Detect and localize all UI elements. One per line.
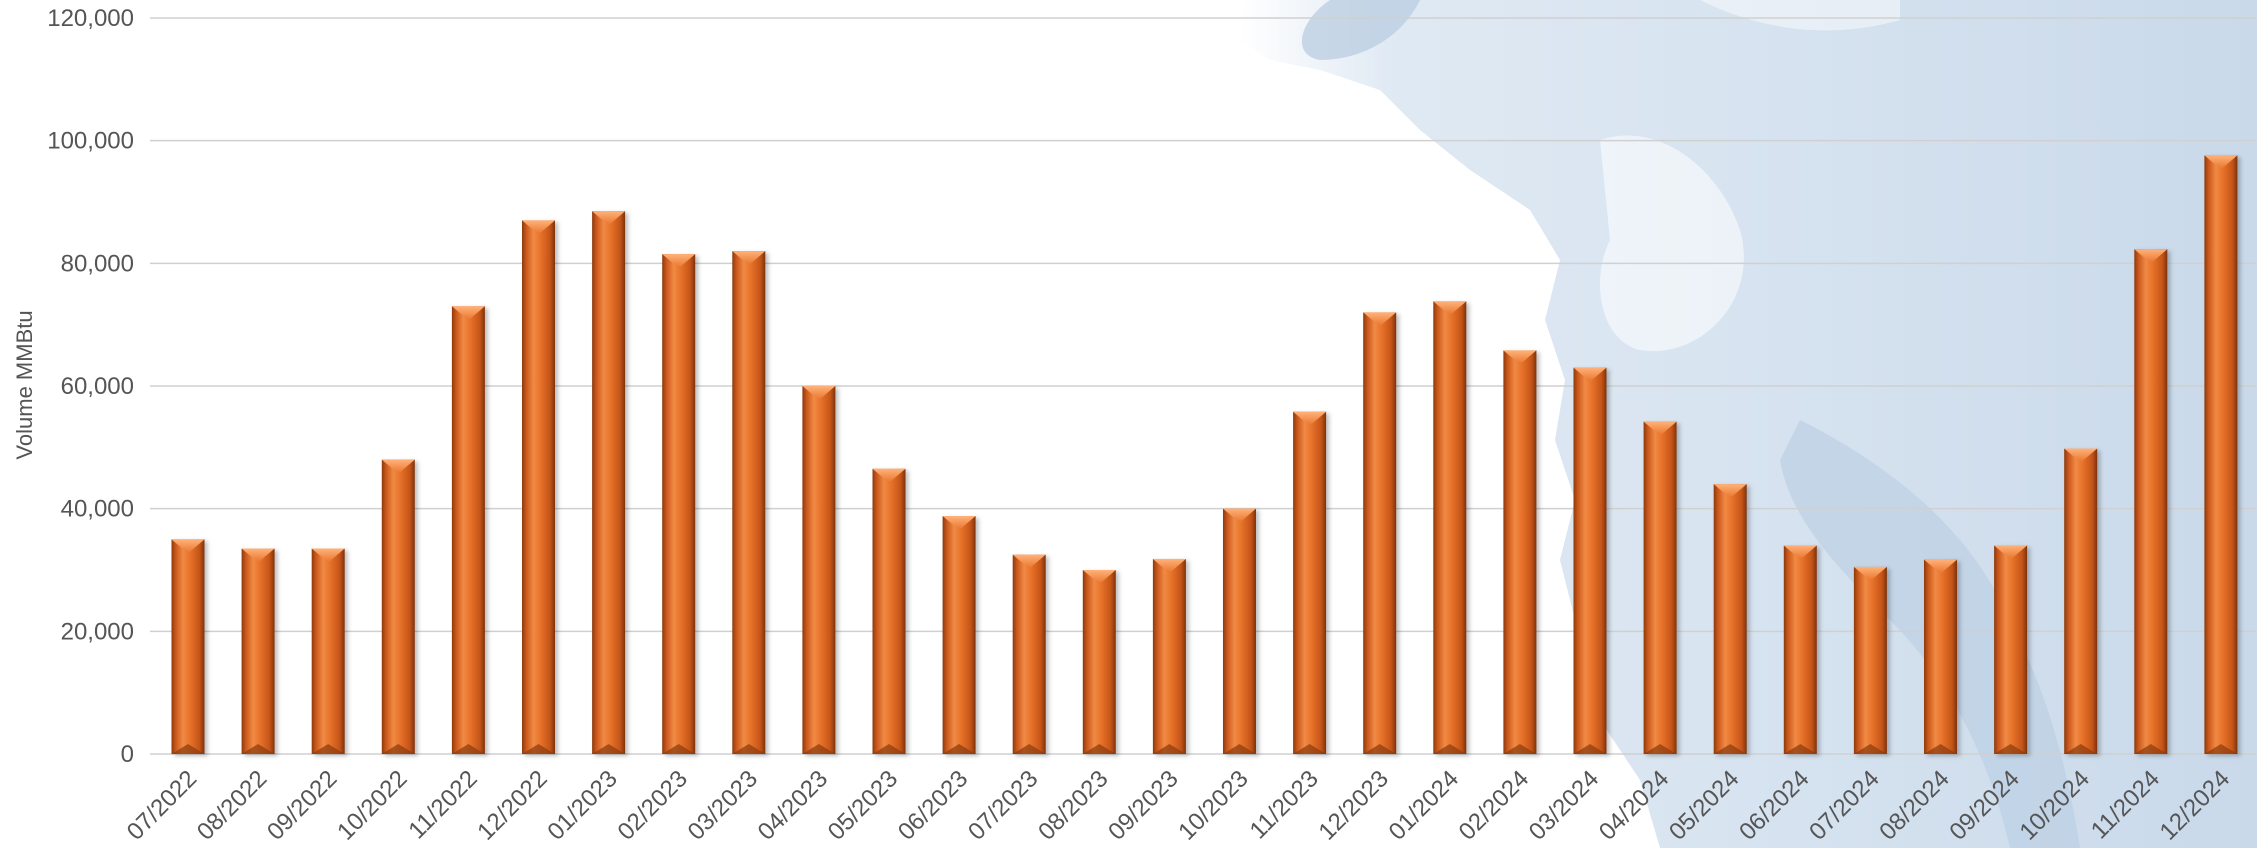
bar-body xyxy=(592,211,625,754)
bar-body xyxy=(1153,559,1186,754)
bar-body xyxy=(2134,249,2167,754)
x-tick-label: 10/2022 xyxy=(332,765,412,845)
x-tick-label: 07/2023 xyxy=(963,765,1043,845)
bar xyxy=(1433,301,1466,754)
bar xyxy=(1854,567,1887,754)
x-tick-label: 12/2022 xyxy=(472,765,552,845)
x-tick-label: 01/2024 xyxy=(1384,765,1464,845)
y-axis-title: Volume MMBtu xyxy=(12,310,37,459)
bar-body xyxy=(1013,555,1046,754)
x-tick-label: 08/2023 xyxy=(1033,765,1113,845)
y-tick-label: 100,000 xyxy=(47,128,134,155)
bar xyxy=(802,386,835,754)
bar-body xyxy=(242,549,275,754)
x-tick-label: 09/2023 xyxy=(1103,765,1183,845)
bar xyxy=(1714,484,1747,754)
y-tick-label: 120,000 xyxy=(47,5,134,32)
bar xyxy=(1013,555,1046,754)
bar-body xyxy=(732,251,765,754)
bar-body xyxy=(1363,312,1396,754)
bar xyxy=(312,549,345,754)
x-tick-label: 01/2023 xyxy=(542,765,622,845)
bar xyxy=(1363,312,1396,754)
bar xyxy=(1503,350,1536,754)
bar xyxy=(1924,560,1957,754)
bar-body xyxy=(1994,545,2027,754)
bar xyxy=(1644,422,1677,754)
bar xyxy=(592,211,625,754)
bar-body xyxy=(172,539,205,754)
bar xyxy=(1083,570,1116,754)
y-tick-label: 40,000 xyxy=(61,496,134,523)
bar xyxy=(732,251,765,754)
bar xyxy=(943,516,976,754)
bar-body xyxy=(1714,484,1747,754)
bar-body xyxy=(1924,560,1957,754)
x-tick-label: 11/2023 xyxy=(1245,765,1324,844)
x-tick-label: 11/2022 xyxy=(403,765,482,844)
y-tick-label: 80,000 xyxy=(61,250,134,277)
x-tick-label: 12/2023 xyxy=(1313,765,1393,845)
x-tick-label: 08/2022 xyxy=(192,765,272,845)
x-tick-label: 06/2023 xyxy=(893,765,973,845)
bar-body xyxy=(802,386,835,754)
bar xyxy=(172,539,205,754)
bar-body xyxy=(1574,368,1607,754)
bar-body xyxy=(873,469,906,754)
bar-body xyxy=(1293,412,1326,754)
x-tick-label: 03/2023 xyxy=(683,765,763,845)
x-tick-label: 03/2024 xyxy=(1524,765,1604,845)
bar xyxy=(2134,249,2167,754)
bar-body xyxy=(1784,545,1817,754)
bar xyxy=(662,254,695,754)
bar xyxy=(242,549,275,754)
bar xyxy=(452,306,485,754)
x-tick-label: 09/2022 xyxy=(262,765,342,845)
bar-body xyxy=(452,306,485,754)
bar-body xyxy=(1433,301,1466,754)
x-tick-label: 02/2023 xyxy=(612,765,692,845)
bar xyxy=(1223,509,1256,754)
bar-body xyxy=(943,516,976,754)
bar-body xyxy=(522,220,555,754)
bar-body xyxy=(1223,509,1256,754)
y-axis-tick-labels: 0 20,000 40,000 60,000 80,000 100,000 120,000 xyxy=(47,5,134,768)
bar-body xyxy=(1503,350,1536,754)
bar xyxy=(1293,412,1326,754)
bar-body xyxy=(2204,155,2237,754)
x-tick-label: 05/2023 xyxy=(823,765,903,845)
x-tick-label: 10/2023 xyxy=(1173,765,1253,845)
bar-body xyxy=(382,460,415,754)
bar-body xyxy=(1083,570,1116,754)
bar-body xyxy=(1854,567,1887,754)
bar xyxy=(1574,368,1607,754)
x-tick-label: 02/2024 xyxy=(1454,765,1534,845)
bar-body xyxy=(1644,422,1677,754)
bar-body xyxy=(312,549,345,754)
y-tick-label: 0 xyxy=(121,741,134,768)
bar xyxy=(1153,559,1186,754)
bar xyxy=(2204,155,2237,754)
y-tick-label: 20,000 xyxy=(61,618,134,645)
bar-body xyxy=(2064,449,2097,754)
x-tick-label: 07/2022 xyxy=(122,765,202,845)
x-tick-label: 04/2023 xyxy=(753,765,833,845)
y-tick-label: 60,000 xyxy=(61,373,134,400)
bar xyxy=(1994,545,2027,754)
bar xyxy=(1784,545,1817,754)
bar xyxy=(2064,449,2097,754)
bar xyxy=(382,460,415,754)
bar xyxy=(522,220,555,754)
bar-body xyxy=(662,254,695,754)
bar xyxy=(873,469,906,754)
